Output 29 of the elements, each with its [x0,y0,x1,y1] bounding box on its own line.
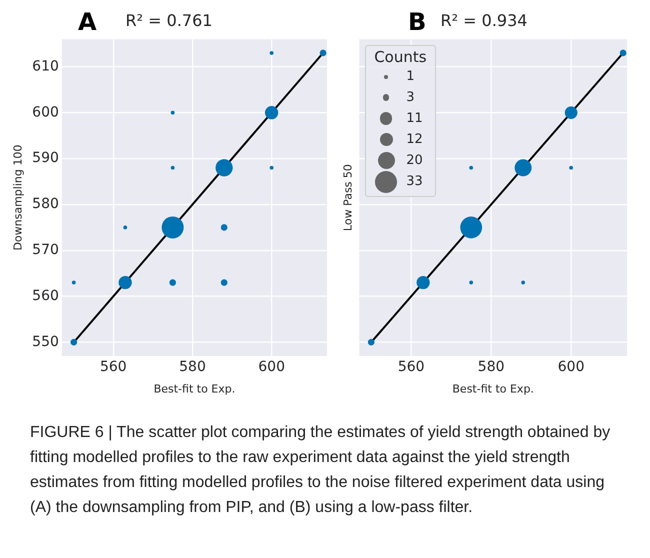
legend-label: 12 [406,132,423,148]
legend-label: 11 [406,111,423,126]
y-tick-label: 610 [32,58,59,74]
y-tick-label: 590 [32,150,59,166]
legend-label: 3 [406,90,414,106]
y-tick-label: 600 [32,104,59,120]
y-axis-title: Downsampling 100 [11,144,24,251]
legend-title: Counts [374,48,427,66]
caption: FIGURE 6 | The scatter plot comparing the estimates of yield strength obtained by fitting modelled profiles to the raw experiment data against the yield strength estimates from fitting modelled profiles to the noise filtered experiment data using (A) the downsampling from PIP, and (B) using a low-pass filter. [29,423,612,518]
x-axis-title: Best-fit to Exp. [154,382,236,396]
legend-label: 20 [406,153,423,168]
legend-label: 33 [406,174,423,190]
legend-label: 1 [406,69,414,84]
chart-title: R² = 0.761 [126,10,212,30]
x-tick-label: 560 [100,359,127,376]
x-tick-label: 560 [398,359,425,376]
x-axis-title: Best-fit to Exp. [452,382,534,396]
chart-title: R² = 0.934 [440,10,528,30]
y-tick-label: 560 [32,288,59,304]
x-tick-label: 580 [179,359,206,376]
y-tick-label: 570 [32,242,59,258]
y-tick-label: 580 [32,196,59,212]
x-tick-label: 580 [478,359,505,376]
text: B [408,8,426,36]
y-axis-title: Low Pass 50 [341,164,354,232]
x-tick-label: 600 [558,359,584,376]
text: A [78,8,97,36]
y-tick-label: 550 [32,334,59,350]
x-tick-label: 600 [258,359,285,376]
